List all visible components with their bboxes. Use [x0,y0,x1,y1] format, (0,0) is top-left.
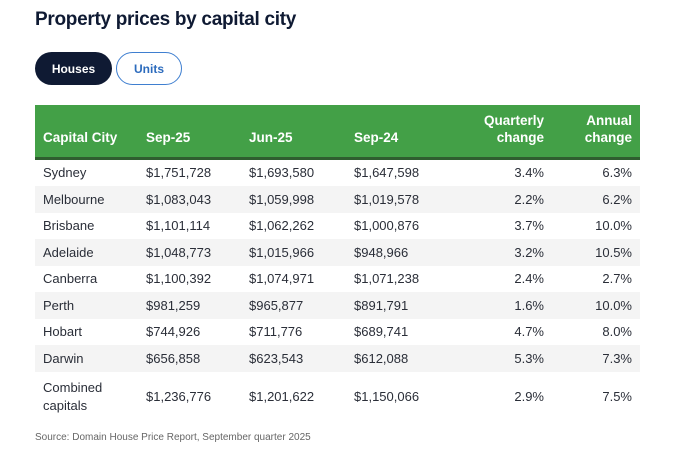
annual-change-cell: 7.3% [602,350,632,366]
table-row: Canberra $1,100,392 $1,074,971 $1,071,238 2.… [35,266,640,293]
annual-change-cell: 6.2% [602,191,632,207]
sep-24-cell: $689,741 [354,324,409,340]
city-cell: Hobart [43,324,83,340]
city-cell: Perth [43,297,75,313]
jun-25-cell: $711,776 [249,324,303,340]
sep-25-cell: $656,858 [146,350,201,366]
jun-25-cell: $1,059,998 [249,191,315,207]
quarterly-change-cell: 2.9% [514,388,544,404]
quarterly-change-cell: 3.2% [514,244,544,260]
tab-units[interactable]: Units [116,52,182,85]
sep-24-cell: $612,088 [354,350,409,366]
annual-change-cell: 8.0% [602,324,632,340]
col-sep-25: Sep-25 [146,129,191,145]
city-cell: Brisbane [43,218,95,234]
quarterly-change-cell: 4.7% [514,324,544,340]
jun-25-cell: $965,877 [249,297,304,313]
sep-25-cell: $1,101,114 [146,218,211,234]
source-note: Source: Domain House Price Report, Septe… [35,432,311,443]
col-sep-24: Sep-24 [354,129,399,145]
city-cell: Melbourne [43,191,105,207]
sep-25-cell: $1,100,392 [146,271,212,287]
sep-24-cell: $1,000,876 [354,218,420,234]
city-cell: Adelaide [43,244,94,260]
sep-25-cell: $744,926 [146,324,201,340]
col-capital-city: Capital City [43,129,118,145]
sep-25-cell: $981,259 [146,297,201,313]
col-annual-change: Annual change [584,112,632,145]
price-table: Capital City Sep-25 Jun-25 Sep-24 Quarte… [35,105,640,422]
table-row: Combined capitals $1,236,776 $1,201,622 $1,… [35,372,640,422]
sep-25-cell: $1,751,728 [146,165,212,181]
sep-25-cell: $1,236,776 [146,388,212,404]
city-cell: Sydney [43,165,87,181]
sep-25-cell: $1,048,773 [146,244,212,260]
table-row: Darwin $656,858 $623,543 $612,088 5.3% 7.3% [35,345,640,372]
annual-change-cell: 2.7% [602,271,632,287]
annual-change-cell: 10.0% [595,297,632,313]
annual-change-cell: 10.0% [595,218,632,234]
quarterly-change-cell: 2.2% [514,191,544,207]
jun-25-cell: $1,201,622 [249,388,315,404]
table-row: Melbourne $1,083,043 $1,059,998 $1,019,578 2… [35,186,640,213]
city-cell: Combined capitals [43,379,103,413]
quarterly-change-cell: 2.4% [514,271,544,287]
col-jun-25: Jun-25 [249,129,293,145]
jun-25-cell: $1,062,262 [249,218,315,234]
jun-25-cell: $1,693,580 [249,165,315,181]
table-row: Sydney $1,751,728 $1,693,580 $1,647,598 3.4%… [35,158,640,186]
quarterly-change-cell: 1.6% [514,297,544,313]
quarterly-change-cell: 3.7% [514,218,544,234]
sep-24-cell: $1,150,066 [354,388,420,404]
table-row: Hobart $744,926 $711,776 $689,741 4.7% 8.0% [35,319,640,346]
tab-houses[interactable]: Houses [35,52,112,85]
quarterly-change-cell: 3.4% [514,165,544,181]
city-cell: Darwin [43,350,84,366]
sep-24-cell: $948,966 [354,244,409,260]
annual-change-cell: 6.3% [602,165,632,181]
quarterly-change-cell: 5.3% [514,350,544,366]
jun-25-cell: $1,074,971 [249,271,315,287]
table-row: Adelaide $1,048,773 $1,015,966 $948,966 3.2%… [35,239,640,266]
jun-25-cell: $623,543 [249,350,304,366]
col-quarterly-change: Quarterly change [483,112,544,145]
table-header-row: Capital City Sep-25 Jun-25 Sep-24 Quarte… [35,105,640,158]
table-row: Brisbane $1,101,114 $1,062,262 $1,000,876 3.… [35,213,640,240]
sep-24-cell: $1,647,598 [354,165,420,181]
sep-25-cell: $1,083,043 [146,191,212,207]
jun-25-cell: $1,015,966 [249,244,315,260]
table-row: Perth $981,259 $965,877 $891,791 1.6% 10.0% [35,292,640,319]
sep-24-cell: $891,791 [354,297,409,313]
sep-24-cell: $1,019,578 [354,191,420,207]
annual-change-cell: 10.5% [595,244,632,260]
annual-change-cell: 7.5% [602,388,632,404]
city-cell: Canberra [43,271,98,287]
sep-24-cell: $1,071,238 [354,271,420,287]
page-title: Property prices by capital city [35,9,297,30]
